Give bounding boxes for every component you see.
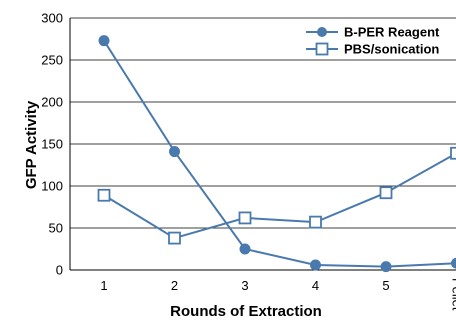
y-tick-label: 50 [49,221,63,236]
data-point [239,243,251,255]
y-tick-labels: 0 50 100 150 200 250 300 [41,11,63,278]
legend: B-PER Reagent PBS/sonication [306,25,440,57]
data-point [380,261,392,273]
x-tick-label: 3 [241,278,248,293]
data-point [169,146,180,158]
x-tick-labels: 1 2 3 4 5 Pellet [100,278,456,311]
series-line [103,40,456,268]
data-point [379,186,393,200]
gridlines [70,17,456,229]
data-point [238,211,252,225]
x-axis-title: Rounds of Extraction [170,303,322,320]
x-tick-label: Pellet [450,278,456,311]
y-tick-label: 150 [41,137,63,152]
data-point [451,257,456,269]
y-tick-label: 300 [41,11,63,26]
axes [69,18,456,271]
data-point [310,259,321,271]
data-point [168,231,181,245]
x-tick-label: 5 [382,278,389,293]
legend-marker [315,42,329,56]
data-point [98,35,110,47]
y-tick-label: 0 [56,263,63,278]
series [97,35,456,273]
y-axis-title: GFP Activity [23,100,40,189]
y-tick-label: 200 [41,95,63,110]
legend-label: B-PER Reagent [344,25,440,40]
data-point [450,146,456,160]
y-tick-label: 250 [41,53,63,68]
x-tick-label: 1 [100,278,107,293]
x-tick-label: 4 [312,278,319,293]
x-tick-label: 2 [171,278,178,293]
data-point [309,215,322,229]
y-tick-label: 100 [41,179,63,194]
data-point [97,188,111,202]
series-line [103,152,456,240]
legend-marker [317,27,327,37]
legend-label: PBS/sonication [344,42,439,57]
